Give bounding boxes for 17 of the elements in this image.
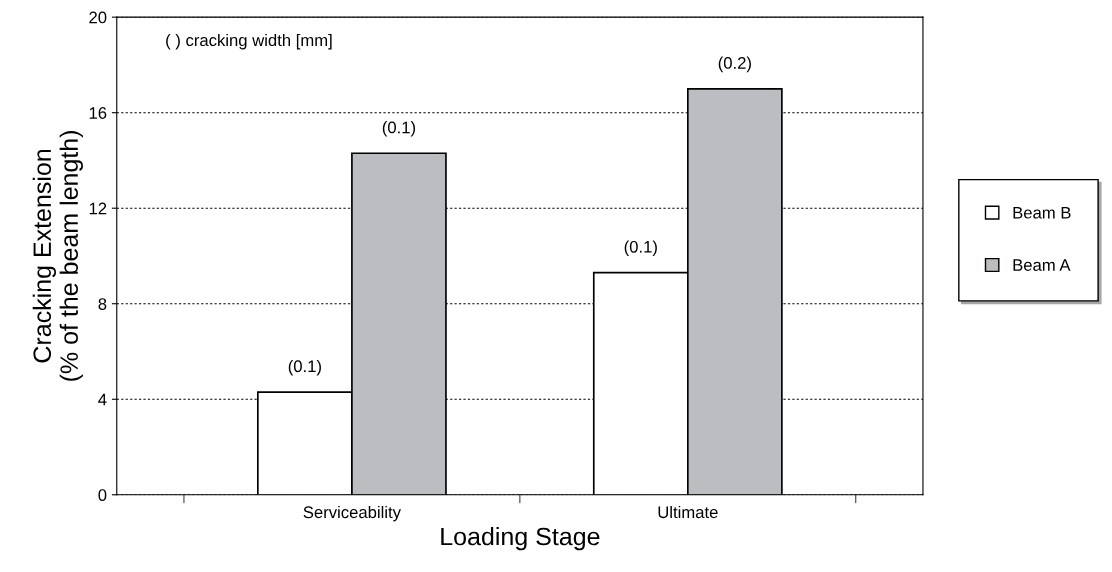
annotation: (0.2) (718, 56, 751, 73)
legend-label: Beam B (1013, 206, 1071, 219)
y-tick-label: 12 (89, 202, 107, 215)
legend-label: Beam A (1013, 259, 1071, 271)
x-tick-label: Serviceability (303, 505, 401, 522)
annotation: (0.1) (382, 121, 416, 137)
annotation: ( ) cracking width [mm] (166, 33, 332, 50)
y-tick-label: 8 (98, 298, 107, 310)
y-tick-label: 16 (89, 107, 107, 119)
x-axis-title: Loading Stage (441, 526, 600, 551)
y-tick-label: 0 (98, 489, 107, 501)
y-axis-title: Cracking Extension (% of the beam length) (32, 131, 83, 381)
y-tick-label: 20 (89, 11, 107, 24)
x-tick-label: Ultimate (658, 505, 718, 519)
y-tick-label: 4 (98, 393, 107, 406)
annotation: (0.1) (288, 359, 321, 376)
annotation: (0.1) (624, 240, 657, 257)
